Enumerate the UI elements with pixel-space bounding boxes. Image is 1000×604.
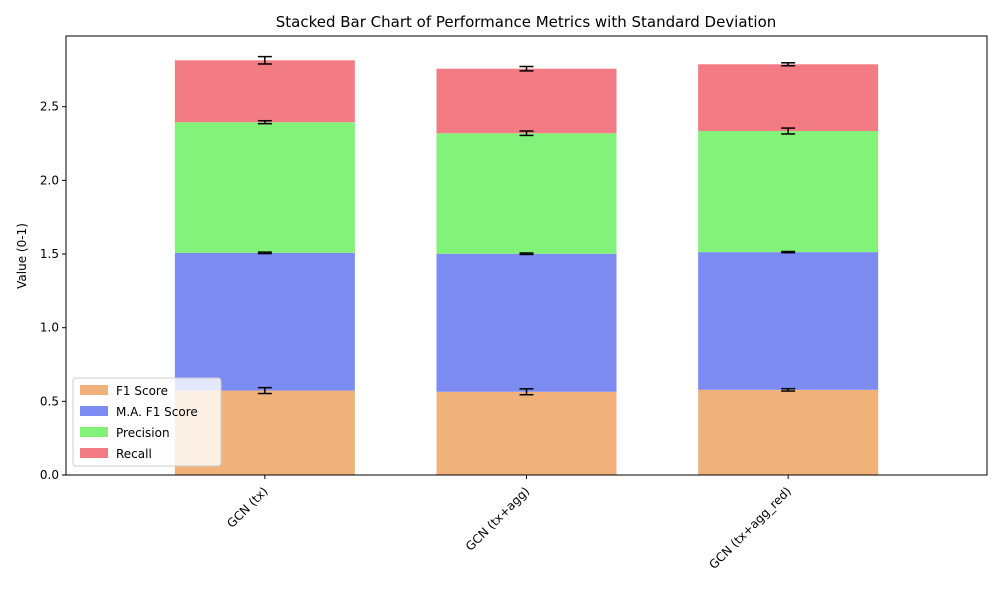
bar-segment [174,252,355,391]
chart-title: Stacked Bar Chart of Performance Metrics… [276,13,777,31]
legend-label: Precision [116,426,170,440]
legend: F1 Score M.A. F1 Score Precision Recall [72,377,222,467]
y-tick-label: 0.5 [40,394,59,408]
bar-segment [698,131,879,253]
error-bars-layer [257,55,796,396]
bar-segment [698,252,879,390]
x-tick-label: GCN (tx) [224,484,270,530]
bars-layer [174,60,879,475]
bar-segment [436,253,617,392]
bar-segment [436,68,617,134]
y-tick-label: 1.0 [40,321,59,335]
legend-label: Recall [116,447,152,461]
bar-segment [698,389,879,475]
legend-label: M.A. F1 Score [116,405,198,419]
y-tick-label: 2.0 [40,173,59,187]
legend-swatch [80,448,108,458]
bar-segment [698,64,879,132]
legend-swatch [80,427,108,437]
legend-swatch [80,406,108,416]
bar-segment [174,122,355,253]
y-axis-label: Value (0-1) [15,223,29,289]
y-tick-label: 2.5 [40,100,59,114]
legend-box [72,377,222,467]
x-tick-label: GCN (tx+agg_red) [706,484,794,572]
bar-segment [436,391,617,475]
legend-label: F1 Score [116,384,168,398]
legend-swatch [80,385,108,395]
y-tick-label: 0.0 [40,468,59,482]
bar-segment [436,133,617,254]
x-tick-label: GCN (tx+agg) [463,484,532,553]
bar-segment [174,60,355,123]
y-tick-label: 1.5 [40,247,59,261]
